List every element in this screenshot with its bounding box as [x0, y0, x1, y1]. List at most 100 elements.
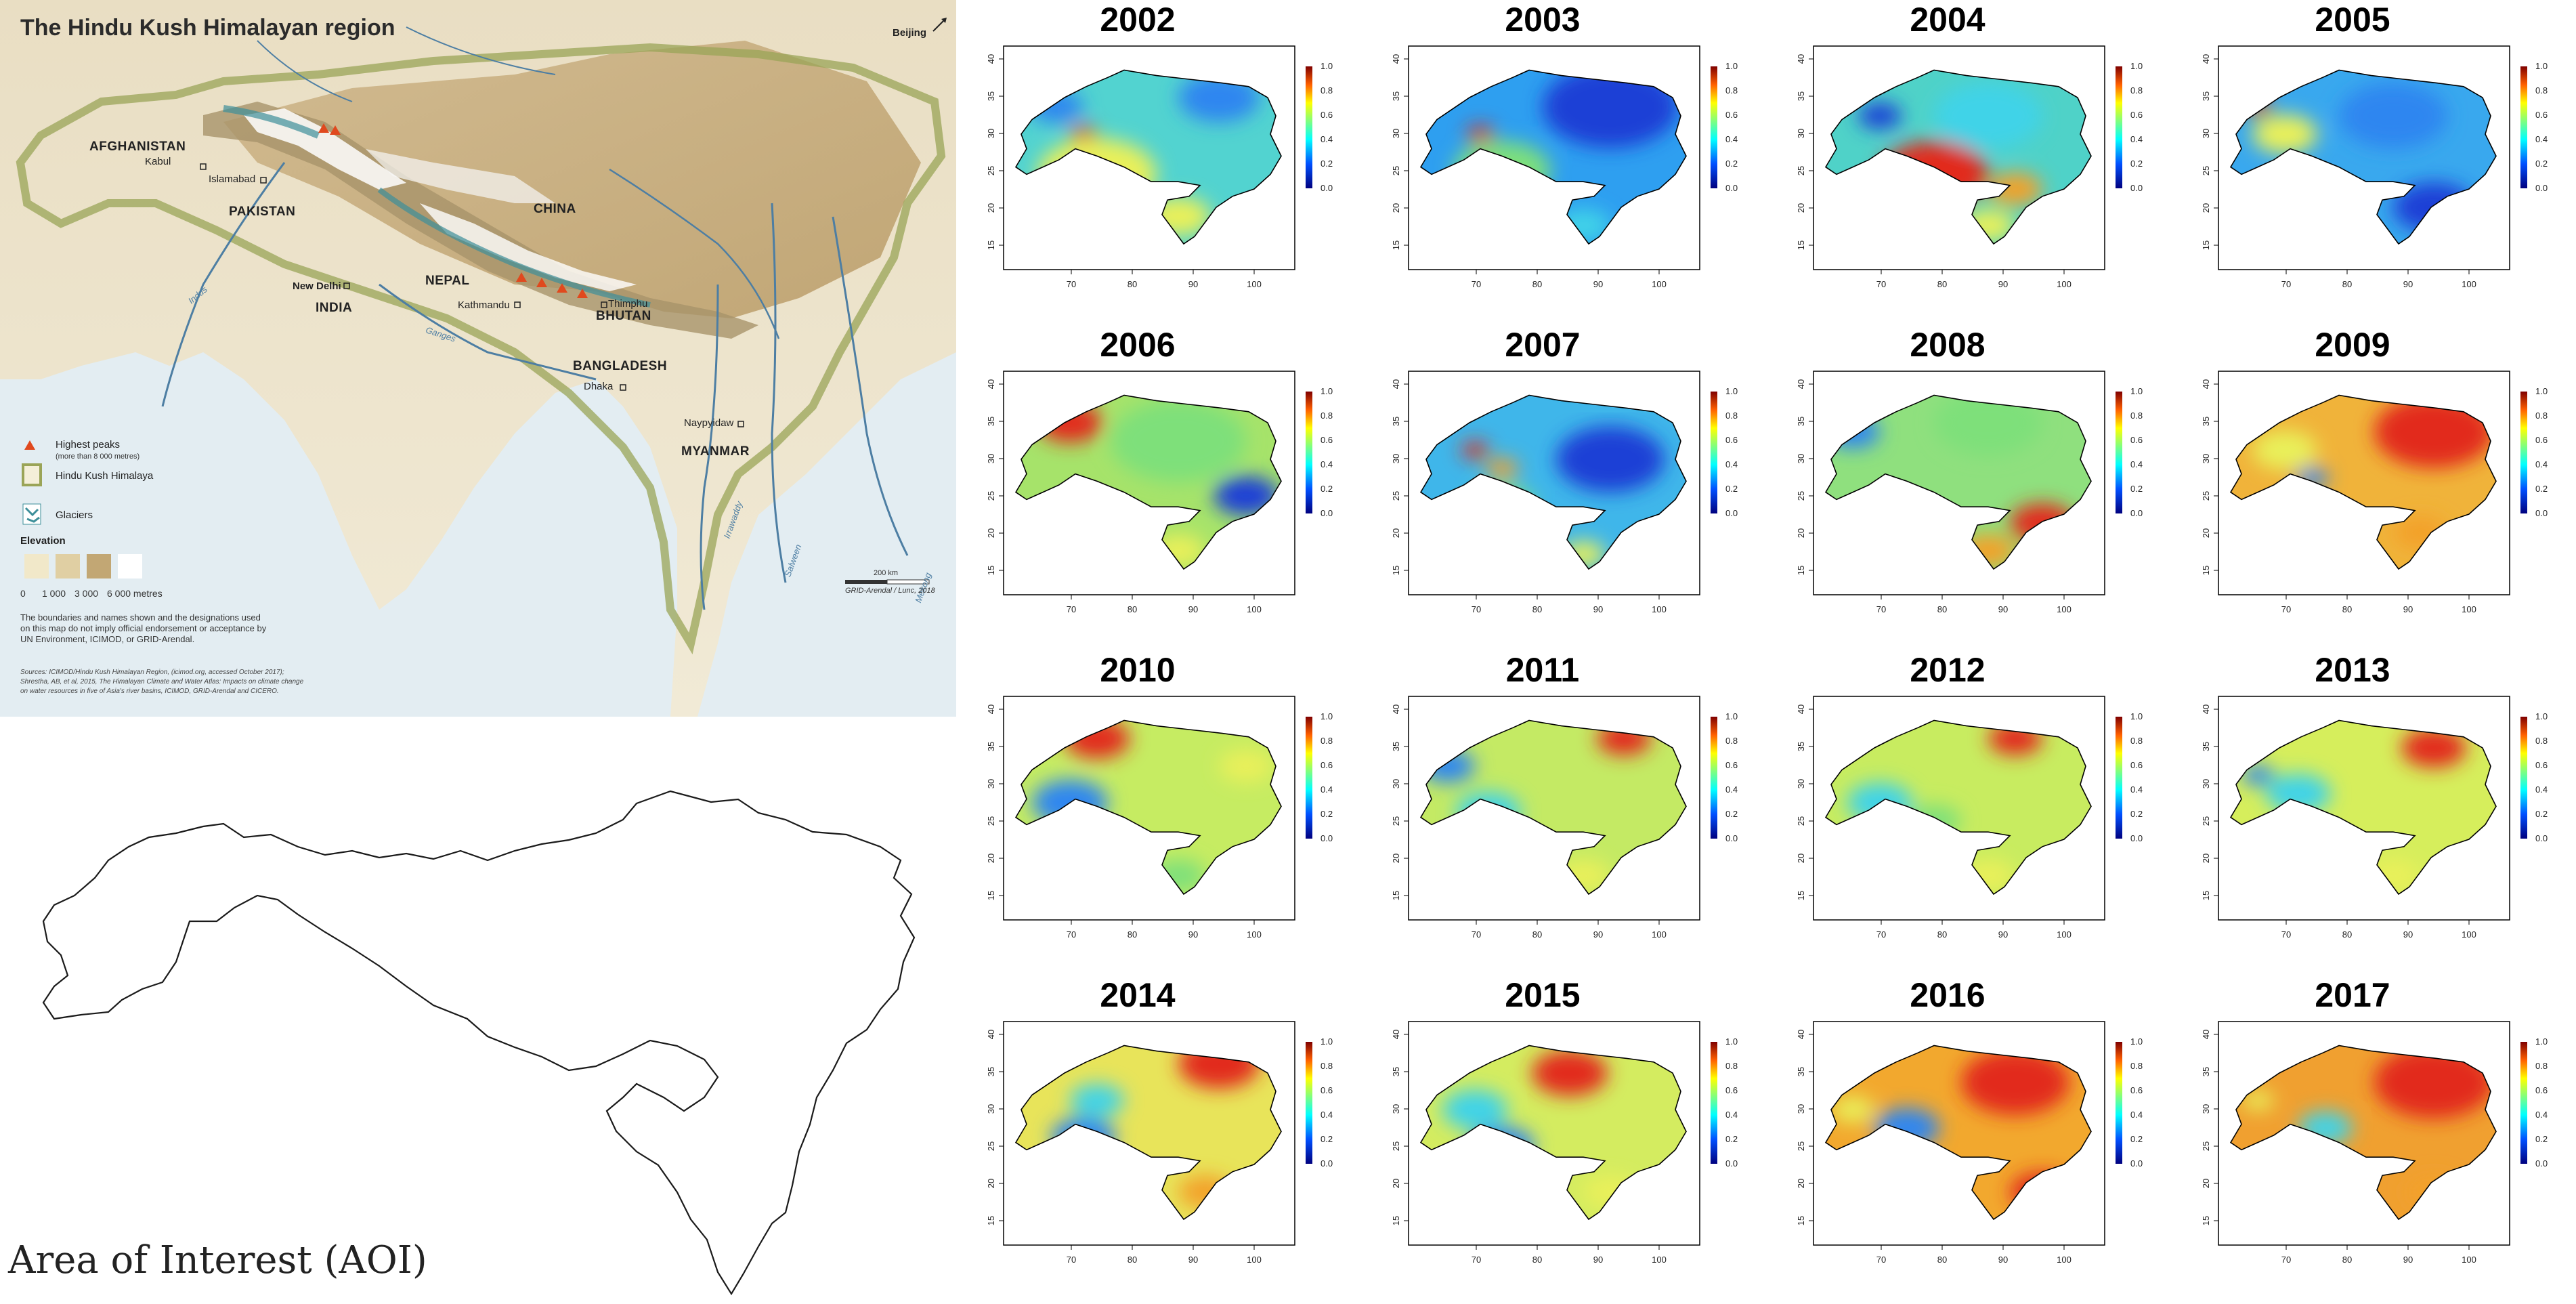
y-tick-label: 20 — [986, 203, 996, 213]
year-panel-title: 2003 — [1505, 1, 1581, 39]
colorbar-tick-label: 0.4 — [1725, 1110, 1738, 1120]
y-tick-label: 25 — [1796, 816, 1806, 826]
x-tick-label: 70 — [1472, 929, 1481, 940]
colorbar-tick-label: 0.8 — [1321, 736, 1333, 746]
year-panel-title: 2017 — [2315, 976, 2390, 1014]
colorbar-tick-label: 0.4 — [1725, 134, 1738, 144]
colorbar-tick-label: 0.8 — [2130, 85, 2143, 96]
colorbar-tick-label: 0.0 — [2535, 508, 2548, 518]
x-tick-label: 100 — [2057, 604, 2071, 614]
x-tick-label: 90 — [1593, 929, 1603, 940]
y-tick-label: 15 — [1796, 240, 1806, 250]
city-label-thimphu: Thimphu — [608, 298, 648, 310]
year-panel-plot: 70 80 90 100 15 20 25 30 35 40 0.0 0.2 0.4 0.6 0.8 1.0 — [1796, 696, 2143, 940]
y-tick-label: 40 — [986, 54, 996, 64]
y-tick-label: 15 — [1796, 1216, 1806, 1225]
year-panel-2012: 2012 70 80 90 100 15 20 25 30 35 40 0.0 0.2 0.4 0.6 0.8… — [1785, 650, 2190, 969]
year-panel-2007: 2007 70 80 90 100 15 20 25 30 35 40 0.0 0.2 0.4 0.6 0.8… — [1380, 325, 1785, 644]
y-tick-label: 30 — [1796, 779, 1806, 788]
country-label-india: INDIA — [316, 301, 353, 315]
year-panel-2008: 2008 70 80 90 100 15 20 25 30 35 40 0.0 0.2 0.4 0.6 0.8… — [1785, 325, 2190, 644]
legend-glaciers-label: Glaciers — [56, 509, 93, 521]
colorbar — [2116, 66, 2122, 188]
y-tick-label: 40 — [1391, 379, 1401, 389]
colorbar-tick-label: 0.2 — [2535, 159, 2548, 169]
region-outline — [1014, 394, 1282, 570]
colorbar — [1306, 1042, 1312, 1164]
x-tick-label: 90 — [2403, 929, 2413, 940]
aoi-outline-graphic — [42, 790, 916, 1296]
y-tick-label: 15 — [1391, 891, 1401, 900]
year-panel-plot: 70 80 90 100 15 20 25 30 35 40 0.0 0.2 0.4 0.6 0.8 1.0 — [2201, 45, 2548, 289]
x-tick-label: 90 — [2403, 1255, 2413, 1265]
disclaimer-line-2: on this map do not imply official endors… — [20, 623, 267, 633]
colorbar-tick-label: 1.0 — [1321, 61, 1333, 71]
y-tick-label: 35 — [2201, 742, 2211, 751]
y-tick-label: 30 — [2201, 129, 2211, 138]
colorbar-tick-label: 0.6 — [1725, 435, 1738, 445]
y-tick-label: 40 — [1796, 54, 1806, 64]
colorbar-tick-label: 0.6 — [1725, 1085, 1738, 1095]
colorbar-tick-label: 1.0 — [2130, 1036, 2143, 1047]
y-tick-label: 25 — [2201, 816, 2211, 826]
region-map-graphic — [0, 0, 956, 717]
y-tick-label: 30 — [2201, 1104, 2211, 1114]
x-tick-label: 100 — [2462, 604, 2476, 614]
y-tick-label: 40 — [1796, 704, 1806, 714]
y-tick-label: 35 — [1796, 1067, 1806, 1076]
y-tick-label: 35 — [1391, 742, 1401, 751]
y-tick-label: 25 — [986, 1141, 996, 1151]
colorbar-tick-label: 0.8 — [1725, 411, 1738, 421]
year-panel-2015: 2015 70 80 90 100 15 20 25 30 35 40 0.0 0.2 0.4 0.6 0.8… — [1380, 975, 1785, 1294]
y-tick-label: 15 — [2201, 566, 2211, 575]
y-tick-label: 35 — [1796, 742, 1806, 751]
y-tick-label: 40 — [2201, 1030, 2211, 1039]
x-tick-label: 90 — [1188, 929, 1198, 940]
colorbar-tick-label: 1.0 — [2535, 1036, 2548, 1047]
x-tick-label: 80 — [1937, 604, 1947, 614]
year-panel-2013: 2013 70 80 90 100 15 20 25 30 35 40 0.0 0.2 0.4 0.6 0.8… — [2190, 650, 2576, 969]
legend-elevation-tick-2: 3 000 — [74, 588, 99, 599]
colorbar-tick-label: 0.6 — [1321, 760, 1333, 770]
colorbar-tick-label: 0.0 — [2130, 1158, 2143, 1169]
year-panel-2004: 2004 70 80 90 100 15 20 25 30 35 40 0.0 0.2 0.4 0.6 0.8… — [1785, 0, 2190, 318]
year-panel-plot: 70 80 90 100 15 20 25 30 35 40 0.0 0.2 0.4 0.6 0.8 1.0 — [986, 1021, 1333, 1265]
year-panel-2017: 2017 70 80 90 100 15 20 25 30 35 40 0.0 0.2 0.4 0.6 0.8… — [2190, 975, 2576, 1294]
aoi-outline-map — [0, 718, 956, 1301]
x-tick-label: 80 — [2342, 279, 2352, 289]
y-tick-label: 15 — [2201, 1216, 2211, 1225]
region-outline — [1824, 69, 2092, 245]
year-panel-title: 2008 — [1910, 326, 1985, 364]
disclaimer-line-1: The boundaries and names shown and the d… — [20, 612, 261, 623]
colorbar-tick-label: 0.0 — [2535, 183, 2548, 193]
x-tick-label: 80 — [1937, 1255, 1947, 1265]
x-tick-label: 70 — [1067, 1255, 1076, 1265]
y-tick-label: 15 — [2201, 891, 2211, 900]
x-tick-label: 90 — [1998, 1255, 2008, 1265]
x-tick-label: 100 — [1652, 604, 1667, 614]
x-tick-label: 100 — [2057, 279, 2071, 289]
x-tick-label: 70 — [2281, 604, 2291, 614]
year-panel-plot: 70 80 90 100 15 20 25 30 35 40 0.0 0.2 0.4 0.6 0.8 1.0 — [1391, 696, 1738, 940]
y-tick-label: 20 — [1391, 528, 1401, 538]
colorbar-tick-label: 0.2 — [1725, 484, 1738, 494]
region-outline — [1419, 1045, 1687, 1221]
colorbar-tick-label: 0.0 — [1725, 183, 1738, 193]
year-panel-plot: 70 80 90 100 15 20 25 30 35 40 0.0 0.2 0.4 0.6 0.8 1.0 — [1796, 1021, 2143, 1265]
colorbar-tick-label: 0.2 — [1321, 809, 1333, 819]
y-tick-label: 20 — [1391, 854, 1401, 863]
year-panel-plot: 70 80 90 100 15 20 25 30 35 40 0.0 0.2 0.4 0.6 0.8 1.0 — [2201, 1021, 2548, 1265]
map-title: The Hindu Kush Himalayan region — [20, 15, 395, 41]
city-label-dhaka: Dhaka — [584, 381, 614, 392]
y-tick-label: 40 — [1391, 1030, 1401, 1039]
year-panel-plot: 70 80 90 100 15 20 25 30 35 40 0.0 0.2 0.4 0.6 0.8 1.0 — [2201, 696, 2548, 940]
colorbar-tick-label: 1.0 — [1725, 711, 1738, 721]
colorbar-tick-label: 0.6 — [2130, 1085, 2143, 1095]
x-tick-label: 70 — [1472, 604, 1481, 614]
y-tick-label: 25 — [2201, 491, 2211, 501]
colorbar — [2116, 1042, 2122, 1164]
colorbar-tick-label: 0.2 — [1321, 484, 1333, 494]
colorbar-tick-label: 1.0 — [2535, 61, 2548, 71]
colorbar-tick-label: 1.0 — [1321, 386, 1333, 396]
country-label-myanmar: MYANMAR — [681, 444, 750, 459]
